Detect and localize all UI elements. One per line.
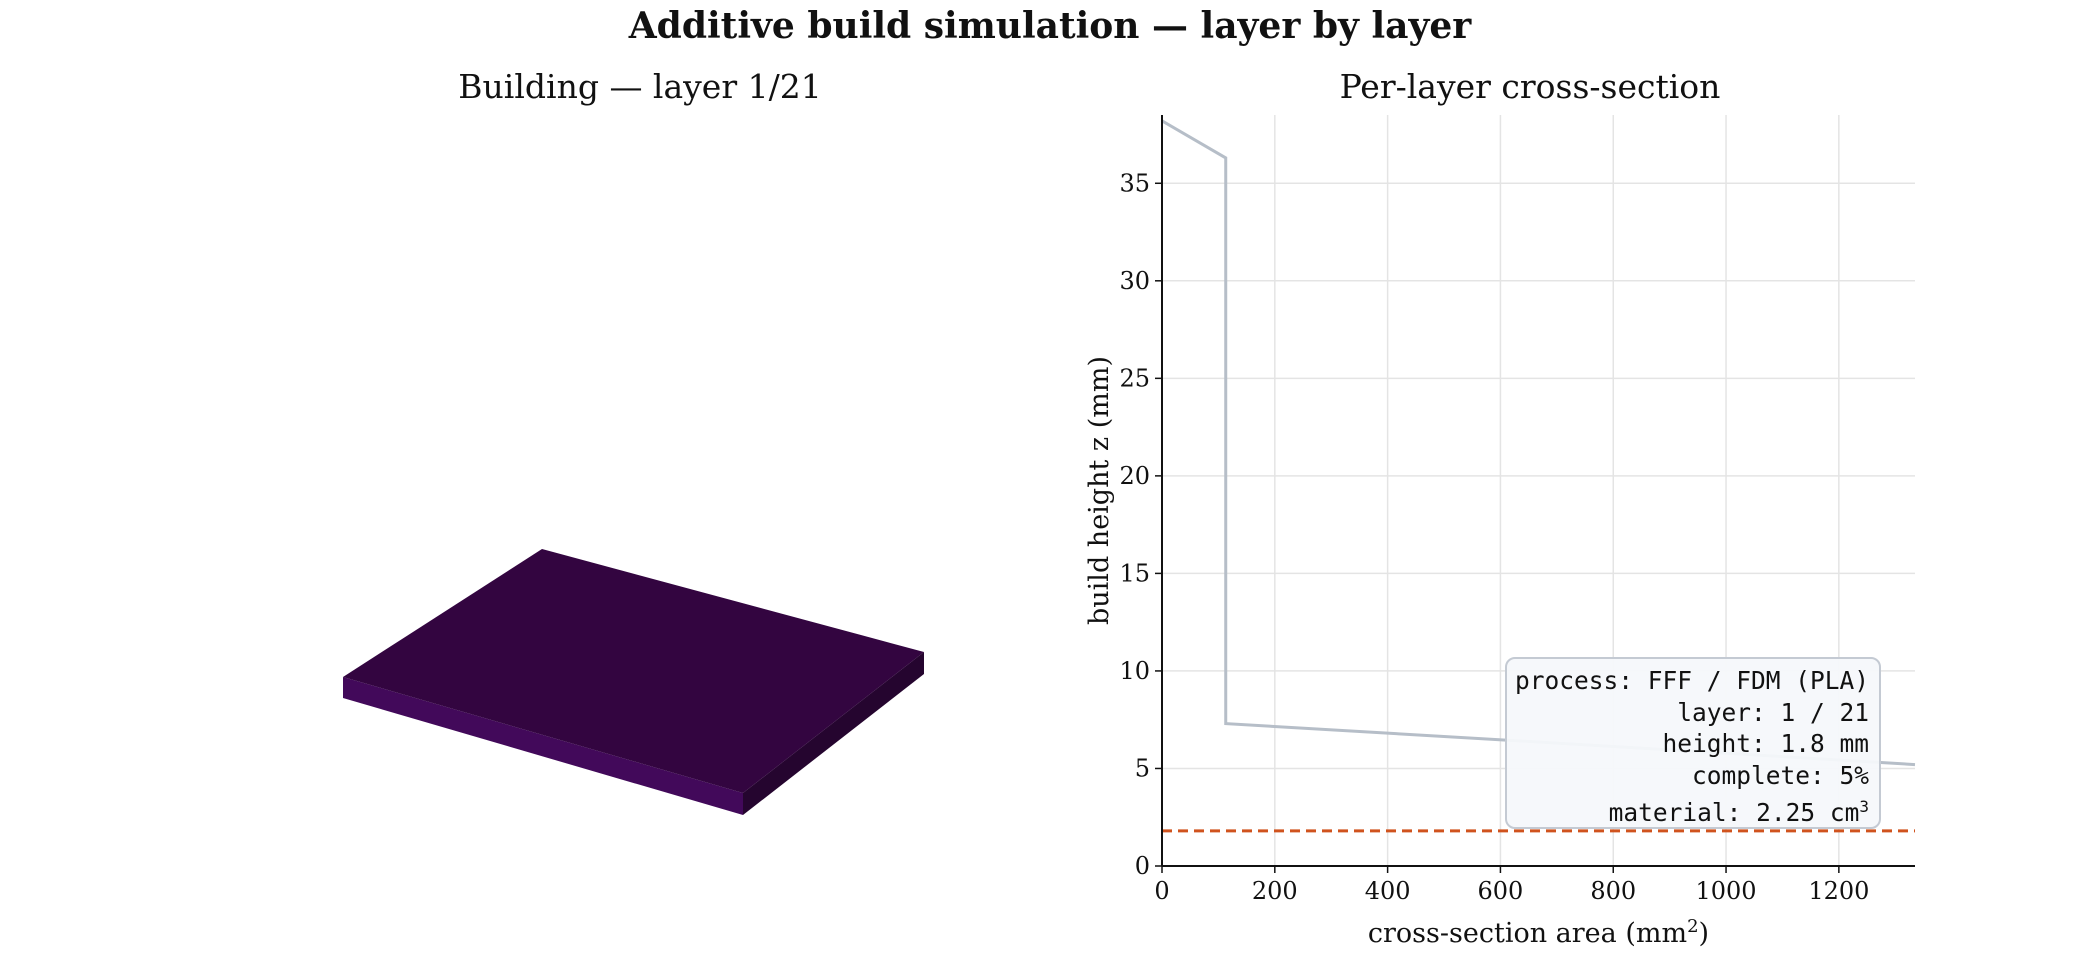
x-tick-label: 200 — [1252, 877, 1298, 905]
material-readout: material: 2.25 cm3 — [1608, 797, 1869, 828]
y-tick-label: 20 — [1119, 462, 1150, 490]
process-readout: process: FFF / FDM (PLA) — [1514, 666, 1869, 695]
y-tick-label: 5 — [1135, 754, 1150, 782]
figure-title: Additive build simulation — layer by lay… — [628, 5, 1472, 47]
x-tick-label: 0 — [1154, 877, 1169, 905]
slab-side-face — [743, 652, 924, 815]
x-tick-label: 800 — [1590, 877, 1636, 905]
y-tick-label: 0 — [1135, 852, 1150, 880]
y-tick-label: 15 — [1119, 559, 1150, 587]
x-axis-label: cross-section area (mm2) — [1368, 916, 1709, 950]
build-view-title: Building — layer 1/21 — [458, 67, 822, 106]
x-tick-label: 600 — [1478, 877, 1524, 905]
x-tick-label: 1200 — [1808, 877, 1869, 905]
y-axis-label: build height z (mm) — [1084, 356, 1115, 625]
x-tick-label: 1000 — [1696, 877, 1757, 905]
x-tick-label: 400 — [1365, 877, 1411, 905]
chart-grid — [1162, 115, 1915, 866]
height-readout: height: 1.8 mm — [1662, 729, 1869, 758]
slab-front-face — [343, 677, 743, 815]
build-info-box: process: FFF / FDM (PLA) layer: 1 / 21 h… — [1505, 657, 1881, 829]
chart-ticks: 0 200 400 600 800 1000 1200 0 5 10 15 20 25 30 35 — [1119, 169, 1869, 905]
y-tick-label: 30 — [1119, 267, 1150, 295]
slab-top-face — [343, 549, 924, 793]
cross-section-title: Per-layer cross-section — [1339, 67, 1721, 106]
y-tick-label: 10 — [1119, 657, 1150, 685]
layer-readout: layer: 1 / 21 — [1677, 697, 1869, 727]
y-tick-label: 25 — [1119, 364, 1150, 392]
y-tick-label: 35 — [1119, 169, 1150, 197]
complete-readout: complete: 5% — [1691, 760, 1869, 790]
